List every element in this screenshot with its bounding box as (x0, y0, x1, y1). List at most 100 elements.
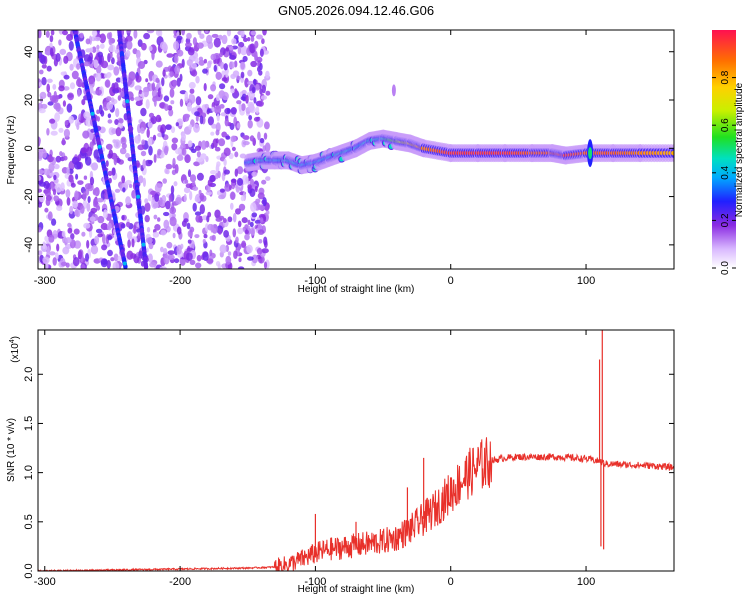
noise-blob (210, 170, 217, 175)
noise-blob (125, 196, 131, 206)
noise-blob (38, 169, 44, 175)
noise-blob (218, 138, 226, 147)
noise-blob (41, 77, 47, 86)
noise-blob (244, 229, 249, 235)
noise-blob (251, 212, 258, 218)
noise-blob (64, 120, 69, 126)
noise-blob (111, 167, 116, 176)
noise-blob (217, 263, 221, 269)
noise-blob (174, 164, 179, 174)
noise-blob (257, 204, 265, 211)
noise-blob (229, 55, 237, 60)
noise-blob (230, 88, 235, 94)
noise-blob (230, 178, 237, 183)
noise-blob (55, 52, 61, 62)
noise-blob (218, 215, 225, 220)
noise-blob (174, 65, 181, 74)
svg-text:(x104): (x104) (9, 336, 21, 363)
noise-blob (175, 197, 182, 205)
noise-blob (125, 152, 130, 159)
noise-blob (183, 218, 189, 223)
noise-blob (199, 33, 205, 39)
noise-blob (226, 30, 232, 37)
noise-blob (206, 215, 210, 223)
noise-blob (230, 191, 236, 200)
x-tick-label: 100 (577, 576, 595, 588)
noise-blob (86, 146, 93, 157)
noise-blob (240, 71, 245, 79)
noise-blob (157, 148, 162, 156)
noise-blob (60, 71, 67, 76)
noise-blob (255, 106, 260, 114)
noise-blob (89, 216, 96, 222)
noise-blob (194, 111, 200, 117)
noise-blob (38, 188, 43, 193)
noise-blob (255, 198, 261, 204)
colorbar: 0.0 0.2 0.4 0.6 0.8 Normalized spectral ampl… (712, 30, 745, 275)
noise-blob (265, 90, 271, 96)
noise-blob (135, 49, 141, 60)
noise-blob (195, 215, 202, 223)
noise-blob (169, 71, 175, 78)
noise-blob (83, 175, 88, 180)
noise-blob (114, 188, 121, 193)
noise-blob (185, 183, 192, 188)
noise-blob (61, 230, 66, 238)
noise-blob (148, 112, 155, 118)
noise-blob (66, 197, 71, 206)
noise-blob (155, 30, 161, 36)
noise-blob (109, 52, 113, 59)
noise-blob (38, 227, 42, 233)
noise-blob (145, 78, 149, 83)
noise-blob (247, 184, 252, 190)
noise-blob (184, 154, 191, 164)
noise-blob (163, 95, 170, 102)
noise-blob (152, 231, 160, 238)
noise-blob (226, 108, 231, 114)
noise-blob (157, 87, 161, 98)
noise-blob (111, 57, 115, 65)
noise-blob (257, 131, 261, 141)
noise-blob (42, 256, 50, 264)
noise-blob (213, 64, 217, 72)
noise-blob (153, 97, 157, 107)
noise-blob (106, 222, 112, 231)
noise-blob (110, 257, 115, 262)
noise-blob (255, 84, 260, 91)
noise-blob (115, 108, 120, 118)
noise-blob (166, 53, 174, 58)
noise-blob (183, 187, 191, 194)
noise-blob (134, 96, 141, 102)
noise-blob (62, 30, 68, 36)
noise-blob (170, 126, 176, 134)
y-tick-label: 0.0 (23, 563, 35, 578)
noise-blob (89, 132, 94, 141)
noise-blob (138, 175, 144, 184)
noise-blob (230, 107, 237, 115)
noise-blob (50, 30, 55, 36)
noise-blob (265, 210, 270, 215)
noise-blob (237, 220, 242, 228)
noise-blob (181, 30, 186, 36)
noise-blob (133, 30, 138, 39)
noise-blob (50, 182, 54, 189)
noise-blob (55, 155, 62, 163)
noise-blob (47, 91, 52, 98)
noise-blob (241, 89, 247, 95)
noise-blob (55, 102, 61, 112)
noise-blob (63, 155, 68, 161)
noise-blob (125, 179, 132, 186)
noise-blob (38, 193, 46, 203)
noise-blob (223, 147, 231, 157)
noise-blob (223, 230, 230, 238)
noise-blob (261, 84, 266, 94)
noise-blob (189, 190, 193, 201)
noise-blob (65, 189, 71, 198)
noise-blob (116, 52, 121, 61)
x-tick-label: 100 (577, 275, 595, 287)
noise-blob (58, 127, 64, 133)
noise-blob (186, 32, 192, 40)
noise-blob (253, 51, 258, 60)
noise-blob (159, 266, 167, 269)
noise-blob (257, 229, 265, 235)
